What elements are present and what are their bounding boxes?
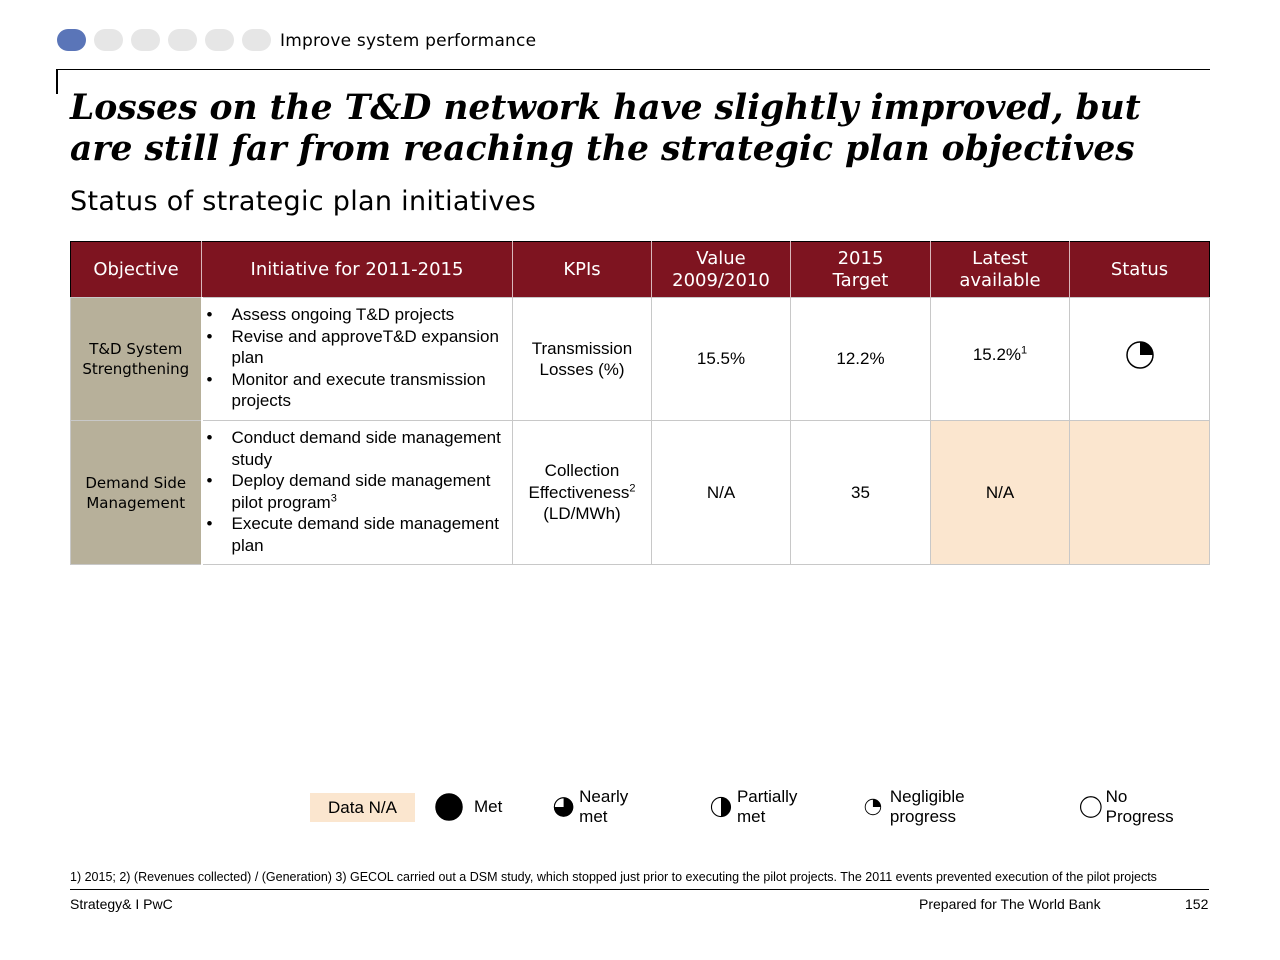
legend-item-nearly-met: Nearly met bbox=[553, 787, 637, 826]
met-icon bbox=[435, 793, 463, 821]
kpi-line: (LD/MWh) bbox=[543, 504, 621, 524]
footer-brand: Strategy& I PwC bbox=[70, 896, 173, 912]
footer-prepared-for: Prepared for The World Bank bbox=[919, 896, 1101, 912]
kpi-cell: Transmission Losses (%) bbox=[512, 297, 652, 421]
no-progress-icon bbox=[1079, 796, 1102, 818]
kpi-line: Effectiveness2 bbox=[517, 482, 647, 504]
footnote: 1) 2015; 2) (Revenues collected) / (Gene… bbox=[70, 870, 1157, 884]
table-header-row: Objective Initiative for 2011-2015 KPIs … bbox=[70, 241, 1210, 298]
objective-cell: Demand Side Management bbox=[70, 420, 203, 565]
legend-data-na: Data N/A bbox=[310, 793, 415, 822]
kpi-cell: Collection Effectiveness2 (LD/MWh) bbox=[512, 420, 652, 565]
initiative-item: Deploy demand side management pilot prog… bbox=[207, 470, 513, 513]
objective-label: Demand Side Management bbox=[85, 473, 187, 512]
initiative-item: Revise and approveT&D expansion plan bbox=[207, 326, 513, 369]
partially-met-icon bbox=[710, 796, 732, 818]
page-title: Losses on the T&D network have slightly … bbox=[70, 88, 1141, 169]
legend-label: Partially met bbox=[736, 787, 798, 826]
progress-dots bbox=[57, 29, 271, 51]
progress-dot bbox=[242, 29, 271, 51]
section-title: Improve system performance bbox=[280, 31, 537, 51]
progress-dot bbox=[205, 29, 234, 51]
initiative-item: Monitor and execute transmission project… bbox=[207, 369, 513, 412]
kpi-line: Collection bbox=[544, 461, 620, 481]
top-divider-tick bbox=[56, 69, 58, 94]
latest-cell: 15.2%1 bbox=[930, 297, 1070, 421]
initiative-item: Conduct demand side management study bbox=[207, 427, 513, 470]
nearly-met-icon bbox=[553, 797, 574, 817]
initiative-item: Assess ongoing T&D projects bbox=[207, 304, 513, 326]
latest-cell: N/A bbox=[930, 420, 1070, 565]
target-cell: 35 bbox=[790, 420, 931, 565]
kpi-text: Effectiveness bbox=[528, 482, 630, 502]
legend-label: Nearly met bbox=[579, 787, 629, 826]
initiative-text: Deploy demand side management pilot prog… bbox=[231, 471, 491, 512]
initiative-cell: Assess ongoing T&D projects Revise and a… bbox=[201, 297, 513, 421]
page-number: 152 bbox=[1185, 896, 1209, 912]
latest-value: 15.2% bbox=[972, 345, 1022, 365]
page-subtitle: Status of strategic plan initiatives bbox=[70, 186, 536, 217]
legend-item-partially-met: Partially met bbox=[710, 787, 805, 826]
column-header-initiative: Initiative for 2011-2015 bbox=[201, 241, 513, 298]
footnote-ref: 2 bbox=[629, 482, 636, 495]
progress-dot bbox=[94, 29, 123, 51]
legend-item-negligible-progress: Negligible progress bbox=[864, 787, 977, 826]
objective-cell: T&D System Strengthening bbox=[70, 297, 203, 421]
initiative-list: Assess ongoing T&D projects Revise and a… bbox=[207, 304, 513, 412]
initiative-cell: Conduct demand side management study Dep… bbox=[201, 420, 513, 565]
legend-item-met: Met bbox=[434, 792, 502, 822]
initiatives-table: Objective Initiative for 2011-2015 KPIs … bbox=[70, 241, 1210, 565]
objective-label: T&D System Strengthening bbox=[82, 340, 190, 378]
column-header-kpis: KPIs bbox=[512, 241, 652, 298]
progress-dot bbox=[131, 29, 160, 51]
top-divider bbox=[56, 69, 1210, 70]
kpi-label: Transmission Losses (%) bbox=[531, 338, 633, 380]
column-header-latest: Latest available bbox=[930, 241, 1070, 298]
status-cell bbox=[1069, 297, 1210, 421]
column-header-value: Value 2009/2010 bbox=[651, 241, 791, 298]
table-row: Demand Side Management Conduct demand si… bbox=[70, 420, 1210, 565]
initiative-list: Conduct demand side management study Dep… bbox=[207, 427, 513, 556]
footnote-ref: 3 bbox=[330, 491, 337, 504]
value-cell: N/A bbox=[651, 420, 791, 565]
target-cell: 12.2% bbox=[790, 297, 931, 421]
status-cell bbox=[1069, 420, 1210, 565]
progress-dot-active bbox=[57, 29, 86, 51]
value-cell: 15.5% bbox=[651, 297, 791, 421]
legend-label: No Progress bbox=[1105, 787, 1174, 826]
negligible-progress-icon bbox=[864, 798, 882, 816]
legend-item-no-progress: No Progress bbox=[1079, 787, 1180, 826]
column-header-objective: Objective bbox=[70, 241, 202, 298]
progress-dot bbox=[168, 29, 197, 51]
table-row: T&D System Strengthening Assess ongoing … bbox=[70, 297, 1210, 421]
legend-label: Met bbox=[474, 797, 503, 816]
initiative-item: Execute demand side management plan bbox=[207, 513, 513, 556]
bottom-divider bbox=[70, 889, 1209, 890]
column-header-status: Status bbox=[1069, 241, 1210, 298]
legend-label: Negligible progress bbox=[889, 787, 965, 826]
column-header-target: 2015 Target bbox=[790, 241, 931, 298]
footnote-ref: 1 bbox=[1021, 344, 1028, 357]
negligible-progress-icon bbox=[1125, 341, 1154, 369]
